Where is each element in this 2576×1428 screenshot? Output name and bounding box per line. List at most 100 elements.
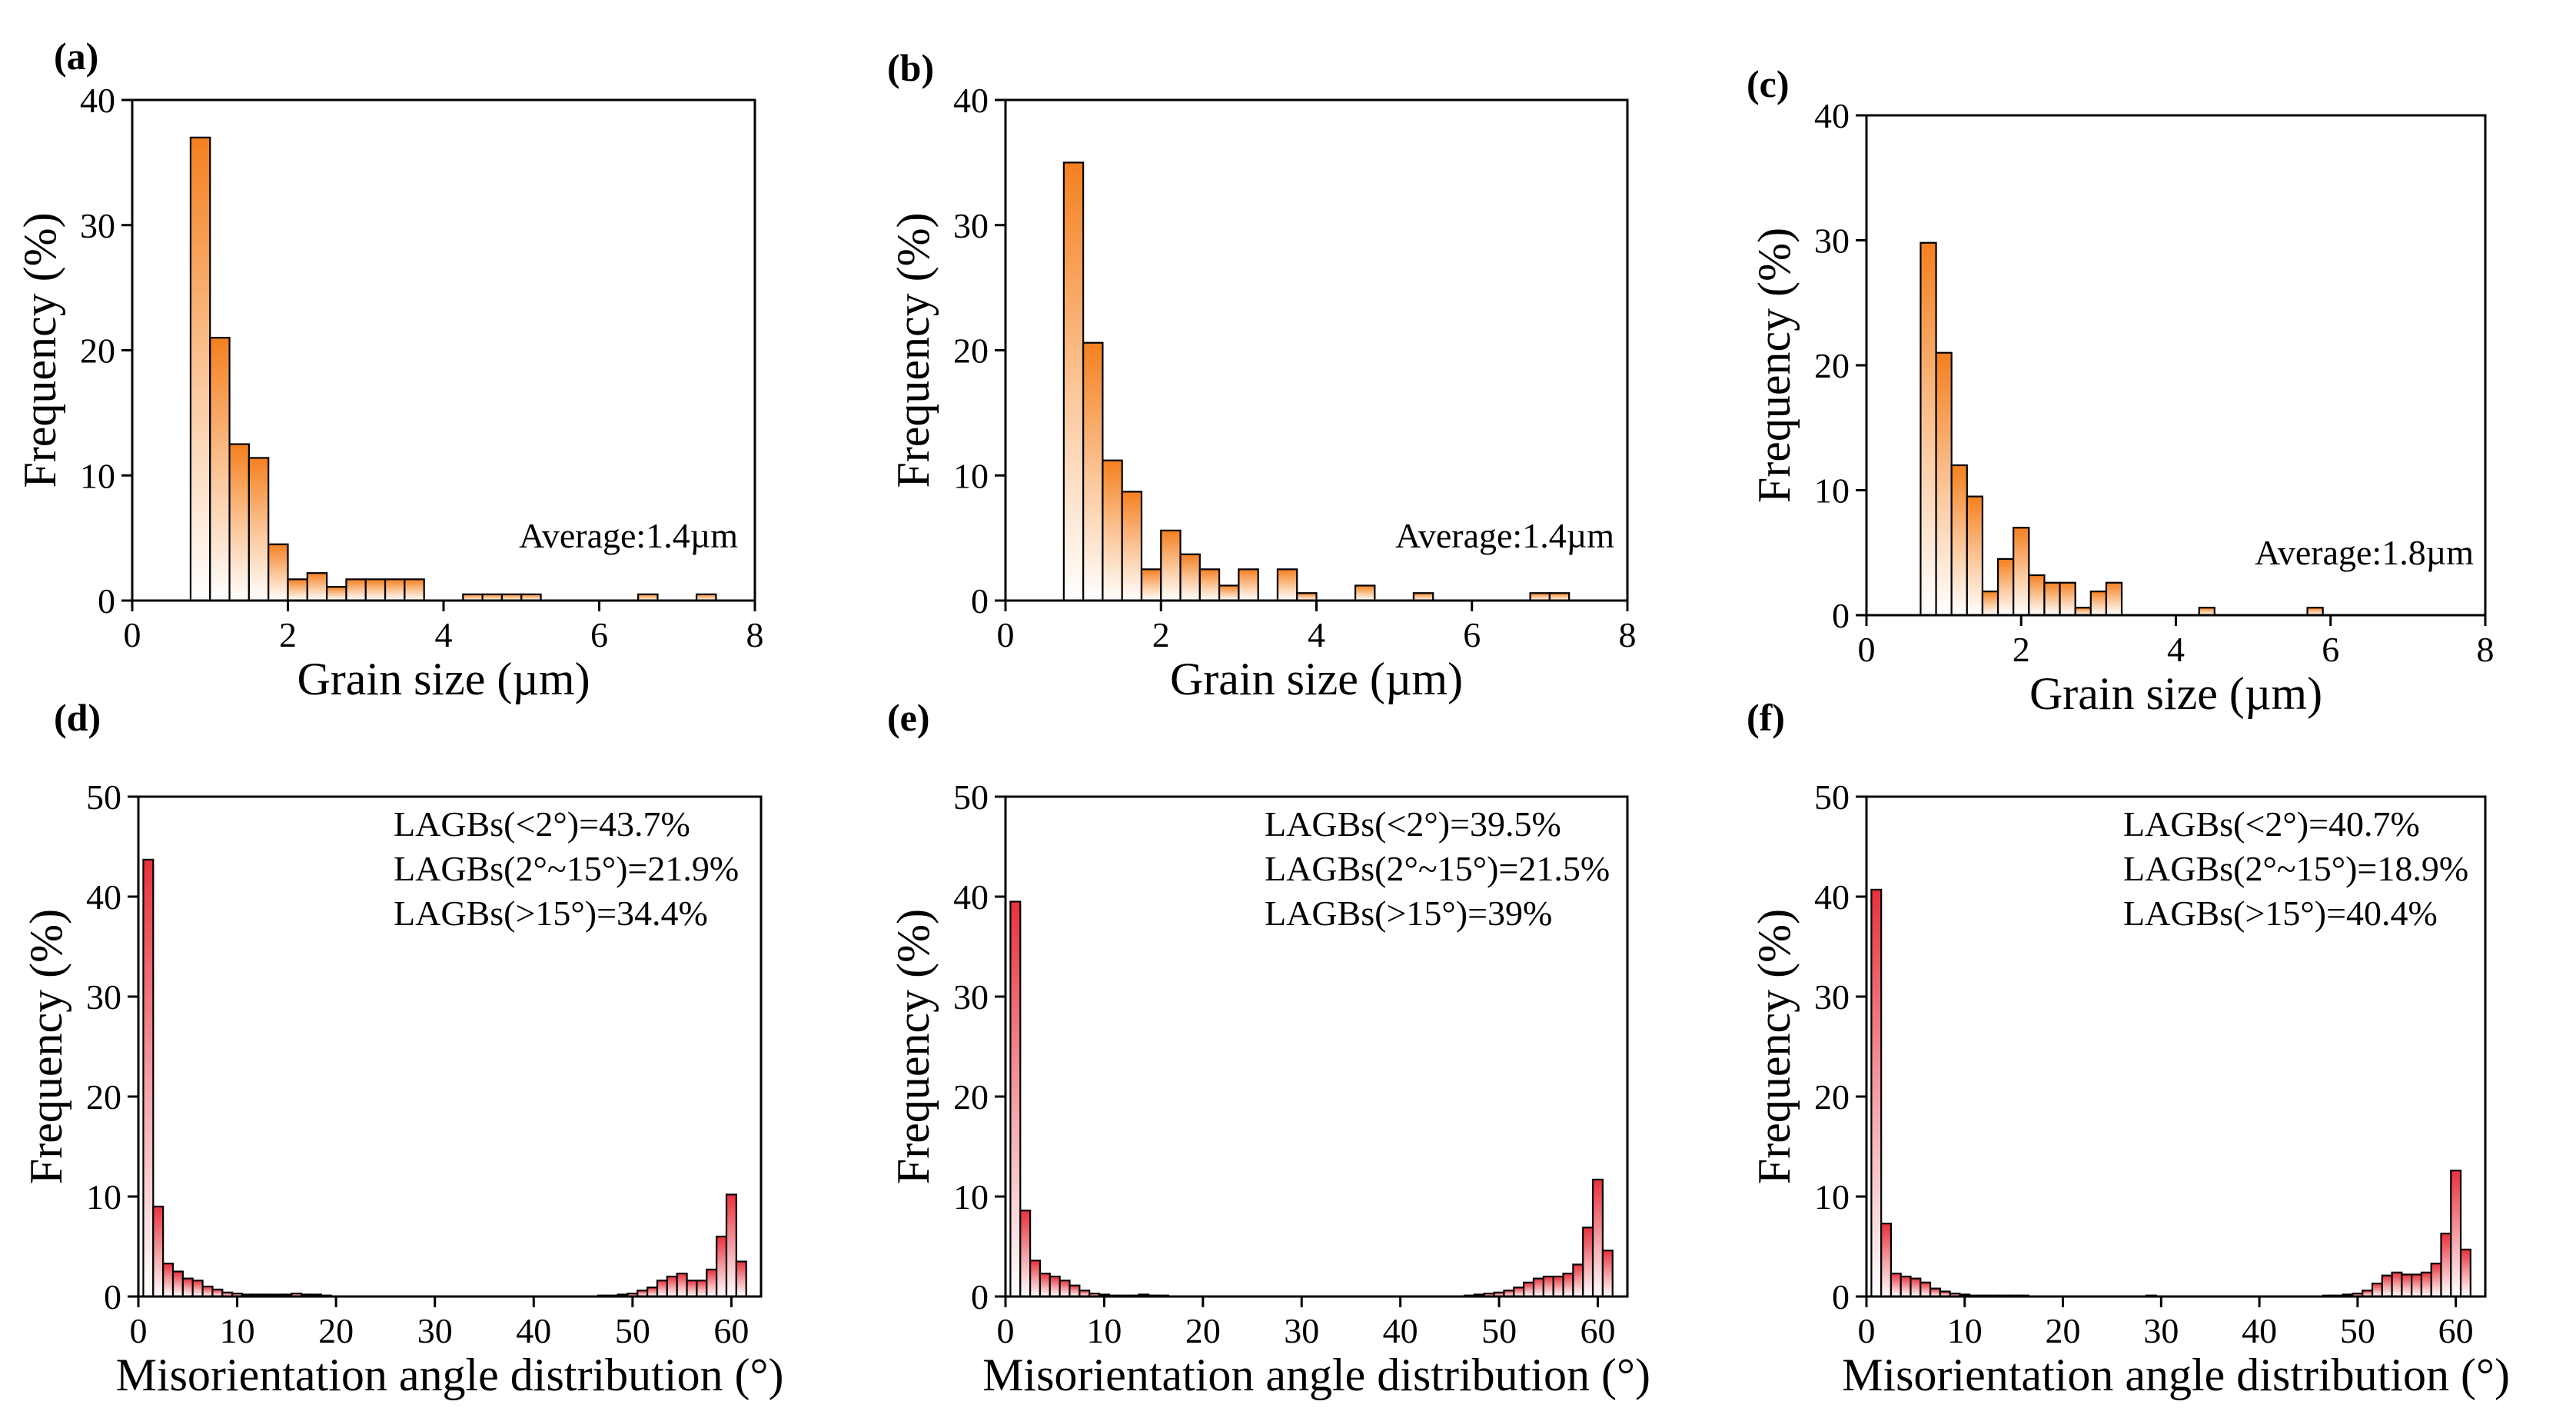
y-tick-label: 50 [1814,777,1850,817]
y-axis-title: Frequency (%) [15,212,65,488]
y-tick-label: 0 [104,1277,121,1316]
x-axis-title: Grain size (µm) [297,654,590,704]
bar [1601,1250,1614,1298]
bar [2013,527,2030,617]
x-tick-label: 10 [1086,1311,1122,1350]
y-tick-label: 0 [1832,1277,1850,1316]
y-axis-title: Frequency (%) [888,212,939,488]
bar [191,1280,204,1298]
x-tick-label: 20 [1185,1311,1221,1350]
y-tick-label: 40 [953,81,989,120]
x-tick-label: 0 [130,1311,148,1350]
x-axis-title: Grain size (µm) [1170,654,1463,704]
y-tick-label: 40 [86,877,121,917]
x-tick-label: 0 [124,615,141,654]
y-tick-label: 20 [953,331,989,371]
bar [1870,888,1883,1298]
bar [1102,459,1123,602]
bar [2440,1232,2452,1298]
y-tick-label: 30 [1814,221,1850,261]
y-axis-title: Frequency (%) [888,909,939,1184]
bar [1059,1280,1071,1298]
x-tick-label: 10 [1947,1311,1983,1350]
x-tick-label: 50 [2340,1311,2375,1350]
annotation-text: LAGBs(2°~15°)=18.9% [2123,849,2468,888]
bar [162,1262,175,1298]
y-tick-label: 0 [971,1277,989,1316]
bars-f [1870,888,2471,1298]
x-tick-label: 50 [1481,1311,1517,1350]
bar [2043,581,2061,617]
bar [268,543,289,602]
y-tick-label: 50 [953,777,989,817]
y-axis-title: Frequency (%) [1749,228,1800,503]
x-axis-title: Grain size (µm) [2029,668,2322,719]
bar [209,337,231,602]
bar [2420,1271,2432,1298]
bar [2028,574,2046,617]
y-tick-label: 20 [1814,1077,1850,1117]
bar [656,1280,668,1298]
bar [646,1287,659,1298]
x-tick-label: 2 [2013,630,2030,669]
y-tick-label: 20 [953,1077,989,1117]
y-tick-label: 30 [953,206,989,245]
bar [1950,464,1968,617]
bar [1121,491,1143,602]
bar [2450,1170,2462,1298]
bar [716,1235,728,1298]
bar [2371,1282,2383,1298]
x-tick-label: 8 [746,615,764,654]
plot-frame [1865,795,2487,1298]
bar [1966,495,1984,617]
bar [1562,1272,1574,1298]
x-axis-title: Misorientation angle distribution (°) [1842,1350,2510,1400]
y-tick-label: 30 [80,206,115,245]
x-tick-label: 4 [1308,615,1325,654]
x-tick-label: 60 [1580,1311,1615,1350]
y-tick-label: 10 [80,456,115,495]
bar [666,1275,678,1298]
annotation-text: LAGBs(>15°)=39% [1265,894,1552,933]
x-tick-label: 4 [2167,630,2185,669]
y-tick-label: 30 [1814,977,1850,1017]
annotation-text: LAGBs(>15°)=40.4% [2123,894,2438,933]
bar [152,1205,165,1298]
x-tick-label: 40 [516,1311,551,1350]
bar [1572,1263,1584,1298]
bar [1981,591,1999,617]
bar [171,1270,184,1298]
y-tick-label: 50 [86,777,121,817]
annotation-text: LAGBs(>15°)=34.4% [394,894,708,933]
x-tick-label: 2 [1152,615,1170,654]
bar [1179,553,1201,602]
y-tick-label: 40 [953,877,989,917]
plot-frame [137,795,763,1298]
bar [1552,1275,1564,1298]
plot-frame [1004,795,1629,1298]
y-tick-label: 40 [80,81,115,120]
bar [181,1277,194,1298]
bar [1009,900,1022,1298]
bar [2430,1262,2442,1298]
x-tick-label: 6 [1463,615,1481,654]
x-tick-label: 30 [1284,1311,1319,1350]
annotation-text: LAGBs(<2°)=40.7% [2123,804,2420,844]
x-tick-label: 30 [417,1311,453,1350]
y-tick-label: 10 [953,1177,989,1217]
annotation-text: Average:1.4µm [1395,516,1614,555]
bar [1996,558,2015,617]
x-tick-label: 0 [1858,1311,1876,1350]
bar [2401,1273,2413,1298]
bar [1140,568,1162,602]
bar [1029,1260,1042,1298]
x-tick-label: 6 [590,615,608,654]
annotation-text: LAGBs(<2°)=43.7% [394,804,690,844]
bar [306,572,328,602]
panel-label: (d) [54,696,101,739]
bar [2459,1248,2471,1298]
y-tick-label: 20 [1814,346,1850,385]
bar [1880,1222,1893,1298]
